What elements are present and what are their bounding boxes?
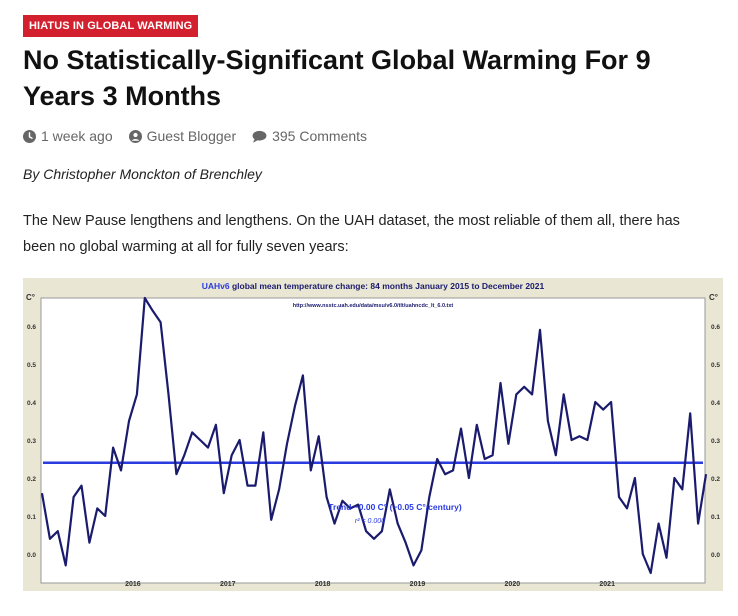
y-ticks-left: 0.0 0.1 0.2 0.3 0.4 0.5 0.6	[27, 324, 36, 559]
x-tick-label: 2018	[315, 581, 331, 588]
x-tick-label: 2016	[125, 581, 141, 588]
article-title: No Statistically-Significant Global Warm…	[23, 45, 651, 111]
y-axis-label-left: C°	[26, 293, 35, 302]
series-line	[40, 296, 708, 575]
y-tick-label-right: 0.0	[711, 552, 720, 559]
chart-source-url: http://www.nsstc.uah.edu/data/msu/v6.0/t…	[293, 303, 454, 309]
y-tick-label-right: 0.4	[711, 400, 720, 407]
comment-icon	[252, 130, 267, 143]
post-comments[interactable]: 395 Comments	[252, 128, 367, 144]
y-tick-label-left: 0.6	[27, 324, 36, 331]
x-tick-label: 2021	[599, 581, 615, 588]
y-tick-label-left: 0.5	[27, 362, 36, 369]
y-tick-label-left: 0.2	[27, 476, 36, 483]
y-tick-label-left: 0.0	[27, 552, 36, 559]
post-date-text: 1 week ago	[41, 128, 113, 144]
user-icon	[128, 129, 142, 143]
y-tick-label-right: 0.6	[711, 324, 720, 331]
x-tick-label: 2017	[220, 581, 236, 588]
post-comments-count: 395 Comments	[272, 128, 368, 144]
post-meta: 1 week ago Guest Blogger 395 Comments	[23, 127, 383, 145]
x-ticks: 2016 2017 2018 2019 2020 2021	[125, 581, 615, 588]
intro-paragraph: The New Pause lengthens and lengthens. O…	[23, 213, 680, 255]
byline: By Christopher Monckton of Brenchley	[23, 166, 262, 182]
post-date[interactable]: 1 week ago	[23, 128, 113, 144]
r-squared-label: r² = 0.000	[355, 518, 385, 525]
category-badge[interactable]: HIATUS IN GLOBAL WARMING	[23, 15, 199, 37]
y-tick-label-right: 0.3	[711, 438, 720, 445]
x-tick-label: 2019	[410, 581, 426, 588]
x-tick-label: 2020	[505, 581, 521, 588]
trend-label: Trend −0.00 C° (−0.05 C°/century)	[328, 502, 462, 512]
clock-icon	[23, 129, 36, 143]
y-tick-label-left: 0.4	[27, 400, 36, 407]
y-tick-label-left: 0.3	[27, 438, 36, 445]
y-tick-label-right: 0.1	[711, 514, 720, 521]
y-tick-label-right: 0.2	[711, 476, 720, 483]
plot-area	[40, 297, 706, 584]
y-axis-label-right: C°	[709, 293, 718, 302]
chart-svg: UAHv6 global mean temperature change: 84…	[23, 278, 723, 591]
y-ticks-right: 0.0 0.1 0.2 0.3 0.4 0.5 0.6	[711, 324, 720, 559]
y-tick-label-left: 0.1	[27, 514, 36, 521]
post-author-name: Guest Blogger	[146, 128, 237, 144]
chart-title: UAHv6 global mean temperature change: 84…	[202, 281, 545, 291]
y-tick-label-right: 0.5	[711, 362, 720, 369]
post-author[interactable]: Guest Blogger	[128, 128, 237, 144]
temperature-chart: UAHv6 global mean temperature change: 84…	[23, 278, 723, 591]
